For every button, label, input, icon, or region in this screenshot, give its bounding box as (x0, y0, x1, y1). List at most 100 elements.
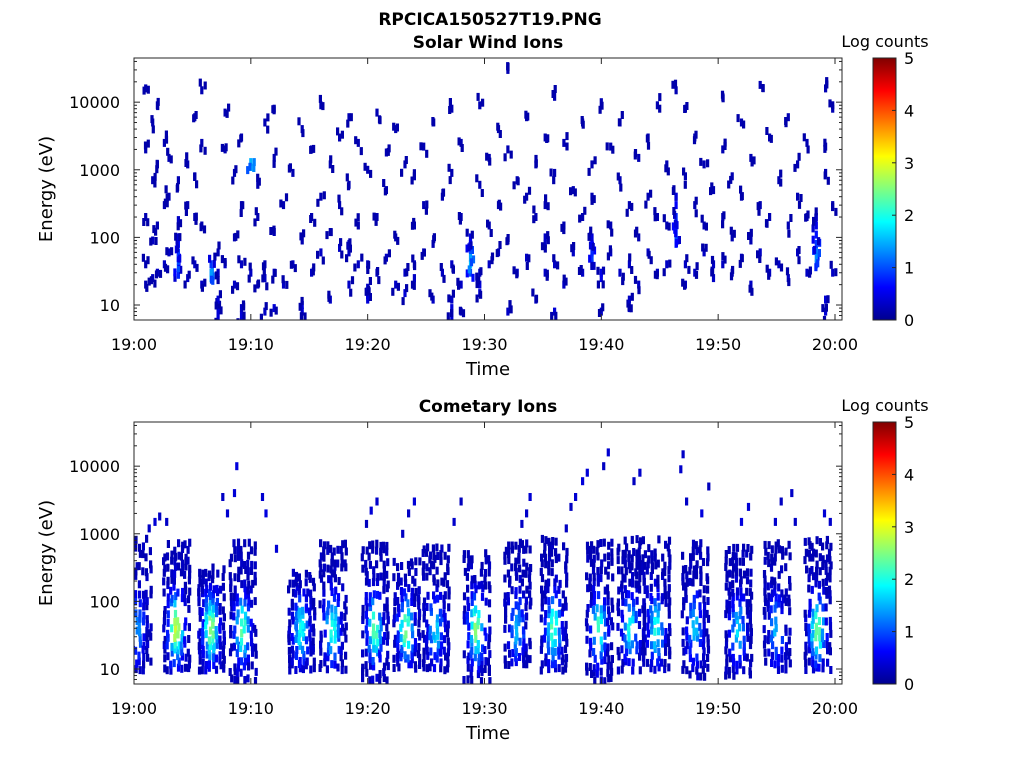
spectrogram-cell (428, 625, 432, 634)
spectrogram-cell (170, 624, 174, 633)
spectrogram-cell (682, 582, 686, 591)
spectrogram-cell (617, 543, 621, 552)
spectrogram-cell (822, 640, 826, 648)
spectrogram-cell (667, 536, 672, 545)
spectrogram-cell (732, 543, 736, 552)
spectrogram-cell (565, 555, 569, 564)
spectrogram-cell (623, 574, 627, 583)
x-tick-label: 19:10 (228, 335, 274, 354)
spectrogram-cell (818, 553, 822, 562)
spectrogram-cell (125, 581, 128, 589)
spectrogram-cell (785, 267, 790, 276)
spectrogram-cell (365, 637, 369, 646)
spectrogram-cell (179, 641, 183, 650)
spectrogram-cell (611, 145, 615, 154)
spectrogram-cell (504, 608, 508, 617)
spectrogram-cell (156, 97, 160, 106)
spectrogram-cell (787, 278, 791, 287)
spectrogram-cell (641, 536, 645, 545)
spectrogram-cell (635, 535, 639, 544)
spectrogram-cell (393, 607, 397, 616)
spectrogram-cell (766, 600, 770, 608)
x-tick-label: 20:00 (812, 335, 858, 354)
spectrogram-cell (703, 602, 707, 610)
spectrogram-cell (764, 547, 768, 556)
spectrogram-cell (466, 640, 470, 649)
spectrogram-cell (746, 633, 750, 642)
spectrogram-cell (590, 233, 594, 242)
spectrogram-cell (653, 213, 657, 222)
spectrogram-cell (586, 604, 590, 612)
spectrogram-cell (169, 660, 173, 669)
spectrogram-cell (447, 586, 451, 595)
spectrogram-cell (673, 219, 677, 228)
spectrogram-cell (413, 593, 417, 602)
spectrogram-cell (603, 618, 608, 627)
spectrogram-cell (522, 654, 526, 663)
spectrogram-cell (200, 138, 204, 147)
spectrogram-cell (683, 281, 687, 290)
spectrogram-cell (656, 658, 660, 667)
spectrogram-cell (205, 650, 209, 659)
spectrogram-cell (166, 147, 170, 156)
spectrogram-cell (780, 606, 784, 615)
spectrogram-cell (741, 623, 746, 632)
spectrogram-cell (360, 553, 364, 562)
spectrogram-cell (701, 665, 705, 674)
spectrogram-cell (329, 544, 333, 553)
spectrogram-cell (386, 631, 390, 640)
spectrogram-cell (592, 585, 596, 594)
spectrogram-cell (360, 253, 364, 262)
spectrogram-cell (305, 620, 309, 629)
spectrogram-cell (425, 200, 429, 209)
spectrogram-cell (653, 604, 658, 613)
spectrogram-cell (742, 635, 746, 644)
spectrogram-cell (198, 638, 202, 647)
spectrogram-cell (253, 624, 257, 633)
spectrogram-cell (203, 81, 207, 90)
spectrogram-cell (239, 134, 243, 143)
spectrogram-cell (503, 643, 507, 652)
spectrogram-cell (361, 546, 365, 555)
spectrogram-cell (233, 573, 237, 582)
spectrogram-cell (479, 664, 484, 673)
spectrogram-cell (776, 539, 780, 548)
spectrogram-cell (382, 573, 386, 581)
spectrogram-cell (605, 584, 610, 593)
spectrogram-cell (300, 301, 304, 309)
spectrogram-cell (413, 638, 418, 646)
spectrogram-cell (322, 581, 326, 590)
spectrogram-cell (128, 554, 131, 562)
spectrogram-cell (593, 654, 597, 663)
spectrogram-cell (625, 590, 629, 598)
spectrogram-cell (470, 598, 474, 606)
spectrogram-cell (599, 651, 603, 660)
spectrogram-cell (552, 254, 556, 263)
spectrogram-cell (155, 159, 159, 168)
spectrogram-cell (128, 560, 131, 568)
spectrogram-cell (763, 556, 767, 565)
spectrogram-cell (194, 111, 198, 119)
spectrogram-cell (681, 278, 685, 287)
spectrogram-cell (221, 645, 225, 654)
spectrogram-cell (135, 659, 139, 668)
spectrogram-cell (246, 603, 251, 612)
spectrogram-cell (308, 629, 312, 638)
spectrogram-cell (173, 645, 177, 654)
spectrogram-cell (432, 574, 436, 583)
spectrogram-cell (655, 213, 659, 221)
spectrogram-cell (367, 578, 371, 587)
spectrogram-cell (338, 243, 342, 252)
spectrogram-cell (534, 213, 538, 221)
spectrogram-cell (438, 608, 442, 617)
spectrogram-cell (145, 573, 149, 582)
spectrogram-cell (479, 677, 484, 684)
spectrogram-cell (823, 138, 827, 147)
spectrogram-cell (547, 605, 551, 614)
spectrogram-cell (467, 632, 471, 641)
spectrogram-cell (704, 243, 708, 252)
spectrogram-cell (439, 658, 443, 667)
y-tick-label: 10 (100, 296, 120, 315)
spectrogram-cell (462, 555, 466, 563)
spectrogram-cell (489, 229, 493, 237)
